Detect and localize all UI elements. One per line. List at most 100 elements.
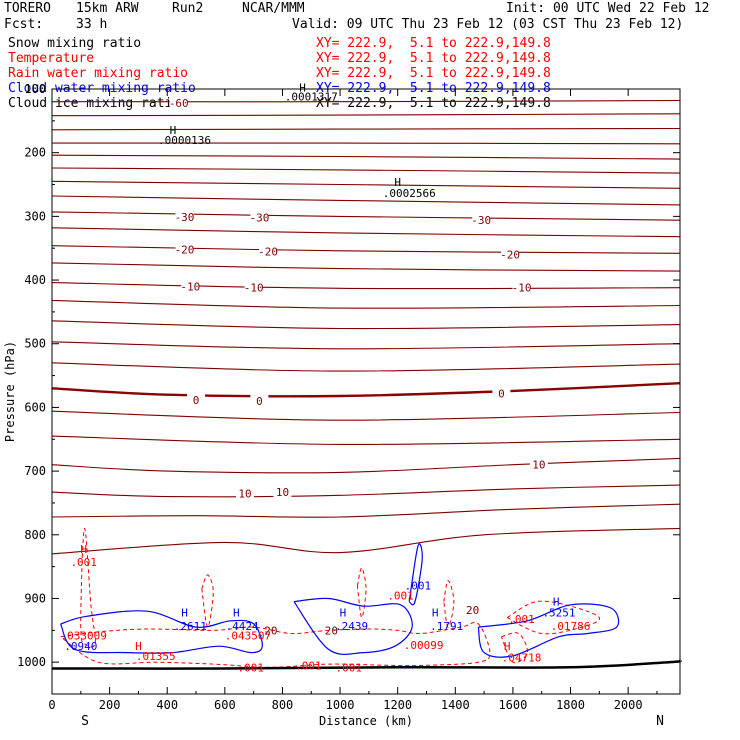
- label-knockout: [501, 248, 520, 260]
- maximum-value-label: .0000136: [158, 134, 211, 147]
- temperature-label: -20: [258, 245, 278, 258]
- y-tick-label: 700: [24, 464, 46, 478]
- temperature-isotherm: [52, 410, 680, 421]
- contour-labels: -60 -30 -30 -30 -20 -20 -20 -10 -10 -10 0 0 0 10 10 10 H…: [61, 82, 591, 675]
- label-knockout: [175, 211, 194, 223]
- init-time: Init: 00 UTC Wed 22 Feb 12: [506, 1, 710, 16]
- label-knockout: [236, 487, 255, 499]
- x-tick-label: 200: [99, 698, 121, 712]
- temperature-isotherm: [52, 362, 680, 372]
- maximum-value-label: 20: [264, 624, 277, 637]
- temperature-isotherm: [52, 503, 680, 518]
- temperature-isotherm: [52, 245, 680, 254]
- temperature-isotherm: [52, 142, 680, 145]
- y-tick-label: 100: [24, 82, 46, 96]
- y-axis-label: Pressure (hPa): [3, 341, 17, 442]
- legend-xsec-coords: XY= 222.9, 5.1 to 222.9,149.8: [316, 96, 551, 111]
- x-tick-label: 0: [48, 698, 55, 712]
- cloud-water-contour: [477, 603, 620, 658]
- maximum-value-label: .0002566: [383, 187, 436, 200]
- maximum-value-label: .001: [405, 580, 432, 593]
- cloud-water-contours: [60, 543, 620, 658]
- maximum-value-label: .04718: [502, 652, 542, 665]
- valid-time: Valid: 09 UTC Thu 23 Feb 12 (03 CST Thu …: [292, 17, 684, 32]
- x-tick-label: 600: [214, 698, 236, 712]
- run-label: Run2: [172, 1, 204, 16]
- label-knockout: [250, 211, 269, 223]
- ground-surface: [51, 659, 682, 670]
- temperature-isotherm: [52, 113, 680, 117]
- maximum-value-label: .2439: [335, 620, 368, 633]
- maximum-value-label: .001: [387, 589, 414, 602]
- forecast-hour: 33 h: [76, 17, 108, 32]
- maximum-value-label: .1791: [430, 620, 463, 633]
- y-tick-label: 500: [24, 337, 46, 351]
- label-knockout: [187, 393, 206, 405]
- maximum-value-label: .001: [238, 661, 265, 674]
- maximum-marker: H: [299, 82, 306, 95]
- legend-xsec-coords: XY= 222.9, 5.1 to 222.9,149.8: [316, 36, 551, 51]
- y-tick-label: 200: [24, 146, 46, 160]
- label-knockout: [529, 458, 548, 470]
- temperature-isotherm: [52, 167, 680, 174]
- label-knockout: [273, 486, 292, 498]
- maximum-marker: H: [135, 640, 142, 653]
- maximum-marker: H: [233, 606, 240, 619]
- temperature-label: 10: [532, 459, 545, 472]
- y-tick-label: 900: [24, 591, 46, 605]
- maximum-marker: H: [553, 596, 560, 609]
- maximum-value-label: .2611: [174, 620, 207, 633]
- x-tick-label: 1400: [441, 698, 470, 712]
- label-knockout: [512, 281, 531, 293]
- maximum-value-label: 20: [466, 604, 479, 617]
- label-knockout: [244, 281, 263, 293]
- label-knockout: [492, 387, 511, 399]
- plot-frame: [51, 88, 681, 695]
- temperature-contours: [52, 99, 680, 555]
- y-tick-label: 600: [24, 400, 46, 414]
- x-tick-label: 1200: [383, 698, 412, 712]
- temperature-isotherm: [52, 127, 680, 131]
- grid-label: 15km ARW: [76, 1, 139, 16]
- label-knockout: [169, 97, 188, 109]
- y-tick-label: 300: [24, 209, 46, 223]
- temperature-label: -60: [169, 97, 189, 110]
- rain-water-contour: [443, 580, 455, 628]
- maximum-value-label: .0940: [64, 640, 97, 653]
- maximum-marker: H: [340, 606, 347, 619]
- maximum-value-label: .01355: [136, 650, 176, 663]
- temperature-isotherm: [52, 527, 680, 555]
- legend-xsec-coords: XY= 222.9, 5.1 to 222.9,149.8: [316, 51, 551, 66]
- temperature-label: 0: [256, 395, 263, 408]
- label-knockout: [175, 243, 194, 255]
- maximum-marker: H: [504, 640, 511, 653]
- temperature-isotherm: [52, 262, 680, 272]
- temperature-isotherm: [52, 382, 680, 398]
- temperature-isotherm: [52, 457, 680, 474]
- temperature-isotherm: [52, 282, 680, 290]
- south-label: S: [81, 714, 89, 729]
- temperature-isotherm: [52, 211, 680, 221]
- temperature-isotherm: [52, 299, 680, 309]
- maximum-marker: H: [432, 606, 439, 619]
- y-tick-label: 400: [24, 273, 46, 287]
- maximum-marker: H: [394, 176, 401, 189]
- x-tick-label: 800: [272, 698, 294, 712]
- maximum-marker: H: [80, 543, 87, 556]
- temperature-isotherm: [52, 154, 680, 160]
- x-tick-label: 1000: [326, 698, 355, 712]
- cloud-water-contour: [293, 597, 413, 655]
- temperature-isotherm: [52, 180, 680, 189]
- temperature-label: 10: [276, 486, 289, 499]
- rain-water-contour: [60, 621, 491, 668]
- cloud-water-contour: [408, 543, 423, 606]
- rain-water-contour: [506, 600, 601, 635]
- temperature-isotherm: [52, 435, 680, 445]
- temperature-label: -10: [244, 282, 264, 295]
- x-tick-label: 1600: [498, 698, 527, 712]
- legend-field-name: Snow mixing ratio: [8, 36, 142, 51]
- forecast-label: Fcst:: [4, 17, 44, 32]
- maximum-marker: H: [170, 124, 177, 137]
